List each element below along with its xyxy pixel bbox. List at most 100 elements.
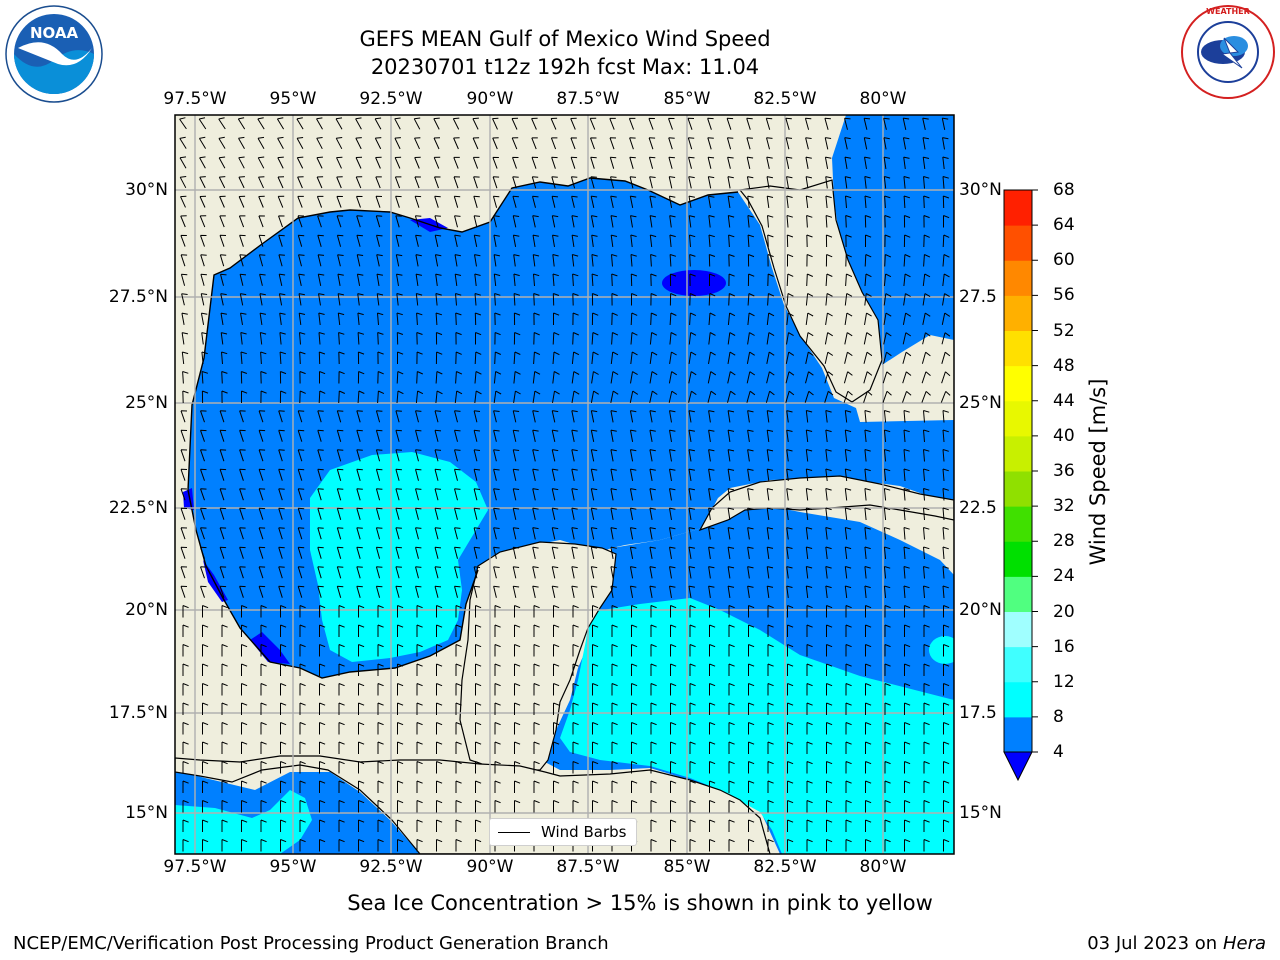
wind-barb <box>806 741 813 754</box>
wind-barb <box>767 605 774 618</box>
wind-barb <box>220 332 228 345</box>
wind-barb <box>278 410 285 423</box>
wind-barb <box>356 195 363 208</box>
wind-barb <box>453 195 461 208</box>
wind-barb <box>338 722 345 735</box>
wind-barb <box>611 761 618 774</box>
map-subtitle-forecast: 20230701 t12z 192h fcst Max: 11.04 <box>370 55 760 79</box>
wind-barb <box>904 741 911 754</box>
wind-barb <box>416 605 423 618</box>
wind-barb <box>865 663 872 676</box>
wind-barb <box>336 546 344 559</box>
wind-barb <box>865 605 872 618</box>
colorbar-tick-label: 28 <box>1053 531 1075 552</box>
wind-barb <box>533 332 540 345</box>
wind-barb <box>375 527 383 540</box>
wind-barb <box>200 546 207 559</box>
wind-barb <box>649 566 656 579</box>
wind-barb <box>319 663 326 676</box>
wind-barb <box>319 683 326 696</box>
wind-barb <box>630 234 637 248</box>
wind-barb <box>280 605 287 618</box>
wind-barb <box>416 371 424 384</box>
wind-barb <box>787 605 794 618</box>
wind-barb <box>395 546 402 559</box>
wind-barb <box>766 176 773 189</box>
wind-barb <box>436 644 443 657</box>
wind-barb <box>864 312 872 325</box>
wind-barb <box>844 507 852 521</box>
wind-barb <box>942 468 949 482</box>
wind-barb <box>356 429 363 442</box>
wind-barb <box>767 722 774 735</box>
wind-barb <box>688 429 695 442</box>
wind-barb <box>513 312 521 326</box>
wind-barb <box>688 585 695 598</box>
wind-barb <box>280 663 287 676</box>
wind-barb <box>629 429 637 442</box>
wind-barb <box>865 683 872 696</box>
wind-barb <box>493 215 500 228</box>
wind-barb <box>180 429 188 442</box>
wind-barb <box>317 234 324 247</box>
wind-barb <box>397 722 404 735</box>
wind-barb <box>220 273 227 286</box>
wind-barb <box>356 254 364 267</box>
wind-barb <box>865 780 872 793</box>
wind-barb <box>767 254 774 267</box>
footer-organization: NCEP/EMC/Verification Post Processing Pr… <box>13 933 609 954</box>
wind-barb <box>571 468 578 481</box>
wind-barb <box>531 137 538 150</box>
wind-barb <box>766 488 774 501</box>
wind-barb <box>590 137 597 150</box>
wind-barb <box>181 293 188 306</box>
wind-barb <box>512 546 520 559</box>
wind-barb <box>805 195 813 209</box>
wind-barb <box>553 312 560 325</box>
wind-barb <box>299 663 306 676</box>
wind-barb <box>260 390 267 404</box>
wind-barb <box>591 371 599 384</box>
wind-barb <box>551 195 559 208</box>
high-wind-region-pacific <box>175 790 312 854</box>
gulf-coastline <box>187 177 739 679</box>
wind-barb <box>805 312 814 325</box>
wind-barb <box>629 546 637 559</box>
wind-barb <box>260 644 267 657</box>
lon-label-top: 90°W <box>466 89 514 109</box>
wind-barb <box>240 332 247 345</box>
wind-barb <box>942 234 950 248</box>
wind-barb <box>202 741 209 754</box>
wind-barb <box>904 644 911 657</box>
wind-barb <box>494 800 501 813</box>
wind-barb <box>727 351 736 364</box>
wind-barb <box>629 507 637 520</box>
wind-barb <box>278 273 286 287</box>
wind-barb <box>766 546 774 559</box>
wind-barb <box>884 780 891 793</box>
wind-barb <box>670 663 677 676</box>
wind-barb <box>317 527 324 540</box>
wind-barb <box>649 371 658 384</box>
wind-barb <box>669 449 676 462</box>
wind-barb <box>688 195 695 208</box>
wind-barb <box>845 702 852 715</box>
wind-barb <box>454 468 461 481</box>
wind-barb <box>434 468 442 481</box>
wind-barb <box>280 741 287 754</box>
wind-barb <box>200 273 207 286</box>
wind-barb <box>787 780 794 793</box>
wind-barb <box>511 117 519 130</box>
wind-barb <box>766 195 774 208</box>
wind-barb <box>670 624 677 637</box>
wind-barb <box>649 546 656 559</box>
wind-barb <box>728 663 735 676</box>
wind-barb <box>533 702 540 715</box>
wind-barb <box>631 605 638 618</box>
wind-barb <box>416 780 423 793</box>
wind-barb <box>748 624 755 637</box>
wind-barb <box>414 195 422 208</box>
wind-barb <box>319 800 326 813</box>
wind-barb <box>377 312 384 326</box>
wind-barb <box>826 761 833 774</box>
